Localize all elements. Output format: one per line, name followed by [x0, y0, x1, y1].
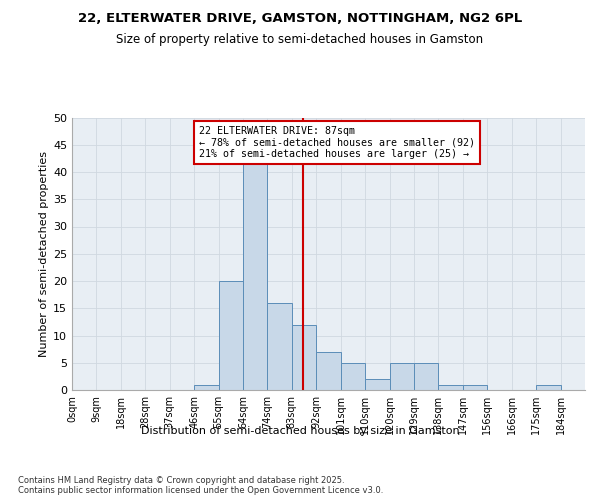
- Text: 22, ELTERWATER DRIVE, GAMSTON, NOTTINGHAM, NG2 6PL: 22, ELTERWATER DRIVE, GAMSTON, NOTTINGHA…: [78, 12, 522, 26]
- Text: Contains HM Land Registry data © Crown copyright and database right 2025.
Contai: Contains HM Land Registry data © Crown c…: [18, 476, 383, 495]
- Bar: [365, 379, 389, 390]
- Bar: [341, 363, 365, 390]
- Text: Distribution of semi-detached houses by size in Gamston: Distribution of semi-detached houses by …: [140, 426, 460, 436]
- Text: Size of property relative to semi-detached houses in Gamston: Size of property relative to semi-detach…: [116, 33, 484, 46]
- Text: 22 ELTERWATER DRIVE: 87sqm
← 78% of semi-detached houses are smaller (92)
21% of: 22 ELTERWATER DRIVE: 87sqm ← 78% of semi…: [199, 126, 475, 159]
- Bar: [268, 303, 292, 390]
- Bar: [316, 352, 341, 390]
- Y-axis label: Number of semi-detached properties: Number of semi-detached properties: [39, 151, 49, 357]
- Bar: [536, 384, 560, 390]
- Bar: [439, 384, 463, 390]
- Bar: [218, 281, 243, 390]
- Bar: [292, 324, 316, 390]
- Bar: [243, 161, 268, 390]
- Bar: [389, 363, 414, 390]
- Bar: [414, 363, 439, 390]
- Bar: [463, 384, 487, 390]
- Bar: [194, 384, 218, 390]
